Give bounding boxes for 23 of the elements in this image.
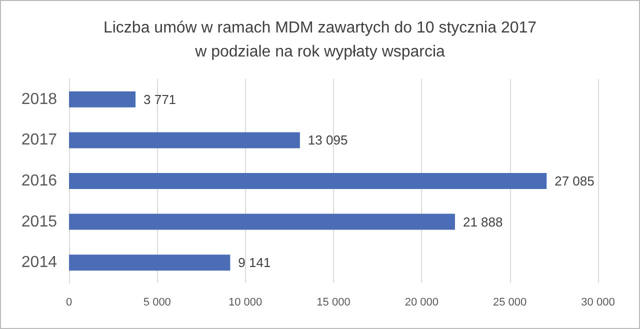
data-label: 13 095 [308, 132, 348, 148]
bar [69, 173, 547, 189]
y-tick-label: 2015 [21, 213, 58, 230]
x-tick-label: 30 000 [581, 296, 615, 308]
x-tick-label: 25 000 [493, 296, 527, 308]
y-tick-label: 2016 [21, 172, 58, 190]
data-label: 21 888 [462, 214, 503, 230]
chart-title: Liczba umów w ramach MDM zawartych do 10 stycznia 2017 w podziale na rok wypłaty wsparcia [103, 20, 537, 60]
data-label: 27 085 [554, 174, 594, 188]
y-tick-label: 2017 [21, 132, 58, 149]
x-tick-label: 0 [66, 296, 72, 308]
bar [69, 254, 230, 271]
x-tick-label: 15 000 [316, 296, 350, 308]
data-label: 9 141 [238, 255, 271, 270]
y-tick-label: 2018 [21, 90, 58, 108]
y-tick-label: 2014 [21, 254, 58, 272]
x-tick-label: 20 000 [404, 296, 438, 308]
bar [69, 214, 455, 230]
bar [69, 132, 300, 148]
x-tick-label: 5 000 [143, 296, 171, 308]
data-label: 3 771 [143, 92, 176, 107]
bar [69, 91, 136, 108]
x-tick-label: 10 000 [228, 296, 262, 308]
